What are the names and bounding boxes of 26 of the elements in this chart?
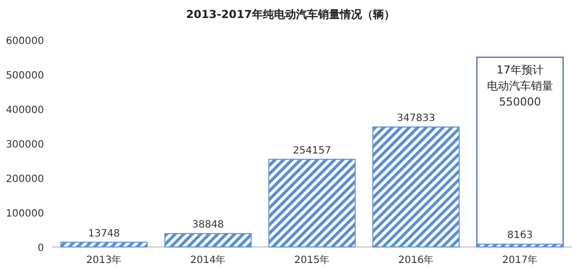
bar [60,242,148,248]
data-label: 8163 [507,230,533,242]
y-tick-label: 500000 [6,70,44,82]
x-tick-label: 2013年 [86,254,122,266]
x-tick-label: 2015年 [294,254,330,266]
data-label: 13748 [88,228,120,240]
bar [164,233,252,248]
annotation: 电动汽车销量 [487,79,553,92]
y-tick-label: 300000 [6,140,44,150]
data-label: 38848 [192,220,224,231]
y-tick-label: 200000 [6,174,44,185]
x-tick-label: 2016年 [398,254,434,266]
x-tick-label: 2014年 [190,254,226,266]
bar [476,244,564,248]
y-tick-label: 600000 [6,36,44,47]
y-tick-label: 400000 [6,105,44,116]
data-label: 550000 [499,95,541,108]
data-label: 254157 [292,145,332,156]
bar [268,158,356,248]
y-tick-label: 0 [38,243,44,254]
x-tick-label: 2017年 [502,254,538,266]
bar [372,126,460,248]
annotation: 17年预计 [496,63,544,76]
data-label: 347833 [396,113,436,124]
y-tick-label: 100000 [6,208,44,220]
chart-title: 2013-2017年纯电动汽车销量情况（辆） [186,8,395,21]
